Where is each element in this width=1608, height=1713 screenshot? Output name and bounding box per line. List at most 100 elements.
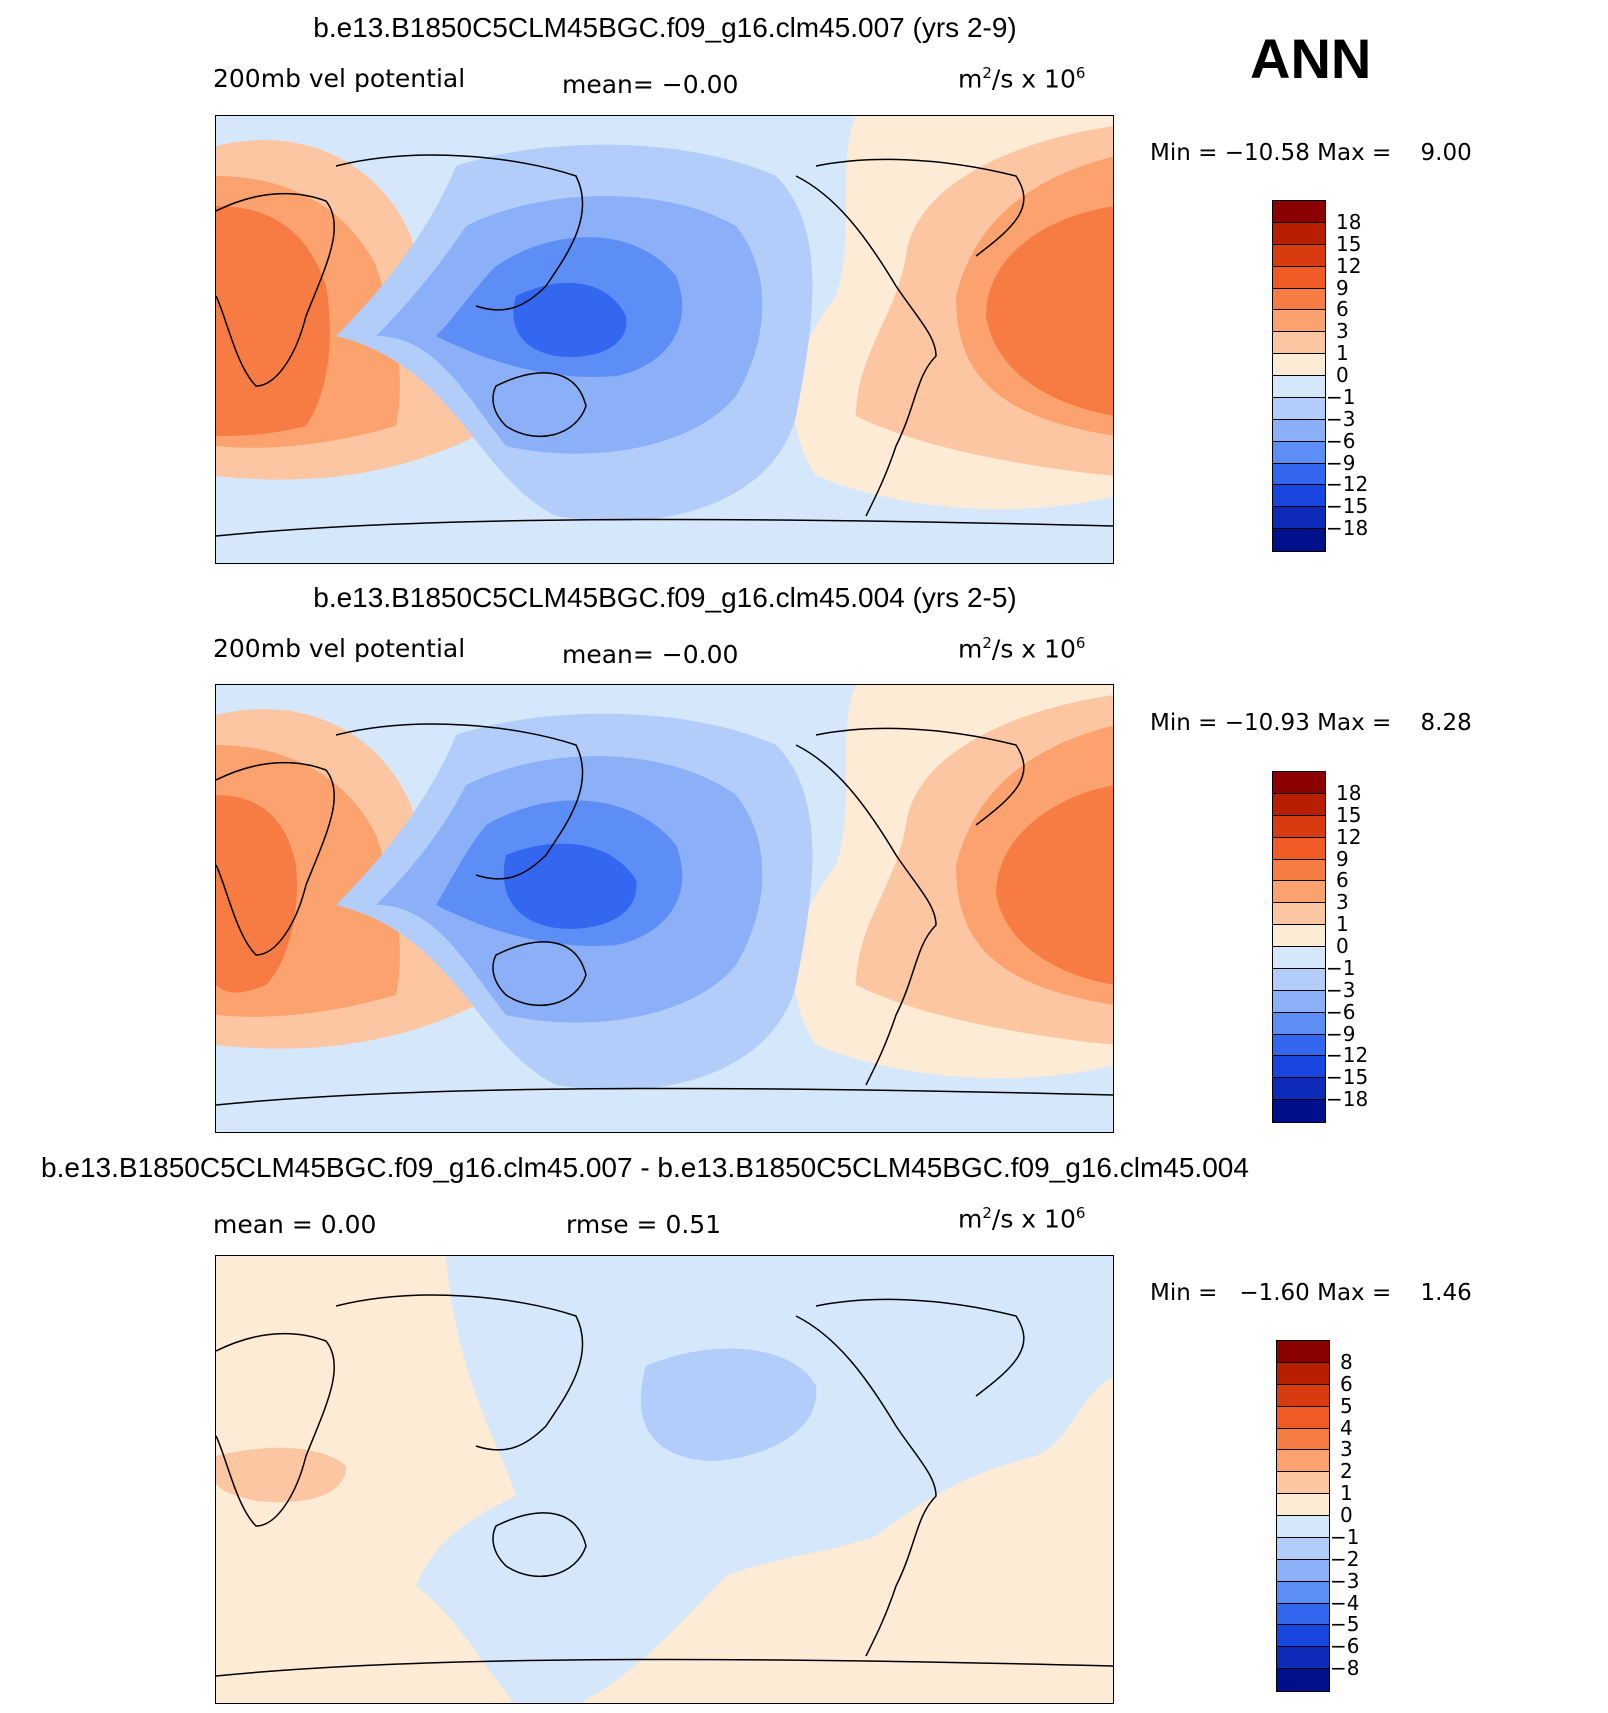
colorbar-swatch <box>1273 1012 1325 1035</box>
colorbar-swatch <box>1277 1406 1329 1429</box>
colorbar-swatch <box>1273 201 1325 223</box>
colorbar-label: −15 <box>1326 494 1369 519</box>
colorbar-label: 0 <box>1336 363 1349 387</box>
colorbar-swatch <box>1277 1669 1329 1691</box>
colorbar-swatch <box>1277 1559 1329 1582</box>
colorbar-swatch <box>1273 354 1325 376</box>
colorbar-label: 4 <box>1340 1415 1353 1440</box>
panel2-title: b.e13.B1850C5CLM45BGC.f09_g16.clm45.004 … <box>313 582 1017 613</box>
colorbar-label: −1 <box>1330 1524 1360 1549</box>
colorbar-label: −1 <box>1326 955 1356 980</box>
colorbar-label: 12 <box>1336 253 1362 278</box>
colorbar-label: −18 <box>1326 516 1369 541</box>
colorbar-swatch <box>1273 925 1325 947</box>
colorbar-label: −9 <box>1326 450 1356 475</box>
colorbar-label: −6 <box>1330 1634 1360 1659</box>
colorbar-swatch <box>1273 376 1325 398</box>
colorbar-label: 0 <box>1340 1503 1353 1527</box>
panel3-map <box>215 1255 1114 1704</box>
colorbar-swatch <box>1277 1472 1329 1495</box>
colorbar-swatch <box>1273 463 1325 486</box>
panel1-mean: mean= −0.00 <box>562 70 739 99</box>
panel2-minmax: Min = −10.93 Max = 8.28 <box>1150 710 1472 736</box>
colorbar-swatch <box>1273 485 1325 508</box>
colorbar-swatch <box>1277 1603 1329 1626</box>
colorbar-label: 5 <box>1340 1393 1353 1418</box>
colorbar-label: 9 <box>1336 846 1349 871</box>
colorbar-swatch <box>1273 419 1325 442</box>
colorbar-label: −4 <box>1330 1590 1360 1615</box>
panel1-title: b.e13.B1850C5CLM45BGC.f09_g16.clm45.007 … <box>313 12 1017 43</box>
colorbar-swatch <box>1277 1537 1329 1560</box>
colorbar-swatch <box>1273 990 1325 1013</box>
panel2-units: m2/s x 106 <box>958 634 1086 664</box>
colorbar-swatch <box>1277 1647 1329 1670</box>
colorbar-label: 3 <box>1336 319 1349 344</box>
panel1-minmax: Min = −10.58 Max = 9.00 <box>1150 140 1472 166</box>
panel2-mean: mean= −0.00 <box>562 640 739 669</box>
colorbar-label: 2 <box>1340 1459 1353 1484</box>
panel3-title: b.e13.B1850C5CLM45BGC.f09_g16.clm45.007 … <box>41 1152 1249 1183</box>
colorbar-swatch <box>1273 441 1325 464</box>
panel2-map <box>215 684 1114 1133</box>
colorbar-label: −5 <box>1330 1612 1360 1637</box>
colorbar-label: 6 <box>1336 868 1349 893</box>
colorbar-label: 15 <box>1336 231 1362 256</box>
panel1-variable: 200mb vel potential <box>213 64 466 93</box>
colorbar-label: 1 <box>1336 912 1349 937</box>
colorbar-swatch <box>1277 1581 1329 1604</box>
colorbar-swatch <box>1273 1034 1325 1057</box>
colorbar-swatch <box>1273 815 1325 838</box>
colorbar-swatch <box>1273 793 1325 816</box>
colorbar-swatch <box>1273 881 1325 904</box>
colorbar-label: −8 <box>1330 1656 1360 1681</box>
colorbar-swatch <box>1273 310 1325 333</box>
colorbar-label: 3 <box>1340 1437 1353 1462</box>
colorbar-label: 15 <box>1336 802 1362 827</box>
panel1-units: m2/s x 106 <box>958 64 1086 94</box>
season-label: ANN <box>1250 27 1372 90</box>
colorbar-label: 18 <box>1336 780 1362 805</box>
colorbar-swatch <box>1273 947 1325 969</box>
colorbar-label: 6 <box>1336 297 1349 322</box>
colorbar-label: 1 <box>1340 1481 1353 1506</box>
colorbar-swatch <box>1273 837 1325 860</box>
colorbar-label: −9 <box>1326 1021 1356 1046</box>
colorbar-label: 18 <box>1336 209 1362 234</box>
colorbar-label: −1 <box>1326 384 1356 409</box>
colorbar-swatch <box>1277 1341 1329 1363</box>
colorbar-swatch <box>1273 859 1325 882</box>
colorbar-swatch <box>1277 1625 1329 1648</box>
colorbar-label: −2 <box>1330 1546 1360 1571</box>
colorbar-swatch <box>1273 529 1325 551</box>
colorbar-label: 6 <box>1340 1371 1353 1396</box>
colorbar-swatch <box>1273 266 1325 289</box>
colorbar-swatch <box>1273 1100 1325 1122</box>
colorbar-swatch <box>1273 397 1325 420</box>
panel3-units: m2/s x 106 <box>958 1204 1086 1234</box>
colorbar-label: 0 <box>1336 934 1349 958</box>
colorbar-label: 1 <box>1336 341 1349 366</box>
panel1-colorbar <box>1272 200 1326 552</box>
colorbar-swatch <box>1273 1078 1325 1101</box>
colorbar-label: −12 <box>1326 472 1369 497</box>
colorbar-swatch <box>1273 903 1325 926</box>
colorbar-label: −6 <box>1326 428 1356 453</box>
colorbar-label: 3 <box>1336 890 1349 915</box>
colorbar-label: −15 <box>1326 1065 1369 1090</box>
colorbar-label: −18 <box>1326 1087 1369 1112</box>
colorbar-label: −3 <box>1326 406 1356 431</box>
colorbar-label: −3 <box>1330 1568 1360 1593</box>
colorbar-swatch <box>1277 1516 1329 1538</box>
colorbar-swatch <box>1273 332 1325 355</box>
colorbar-label: 9 <box>1336 275 1349 300</box>
panel1-map <box>215 115 1114 564</box>
colorbar-swatch <box>1277 1362 1329 1385</box>
colorbar-label: −6 <box>1326 999 1356 1024</box>
panel3-colorbar <box>1276 1340 1330 1692</box>
colorbar-swatch <box>1273 244 1325 267</box>
colorbar-swatch <box>1277 1450 1329 1473</box>
colorbar-swatch <box>1273 507 1325 530</box>
colorbar-label: 8 <box>1340 1349 1353 1374</box>
colorbar-swatch <box>1273 1056 1325 1079</box>
